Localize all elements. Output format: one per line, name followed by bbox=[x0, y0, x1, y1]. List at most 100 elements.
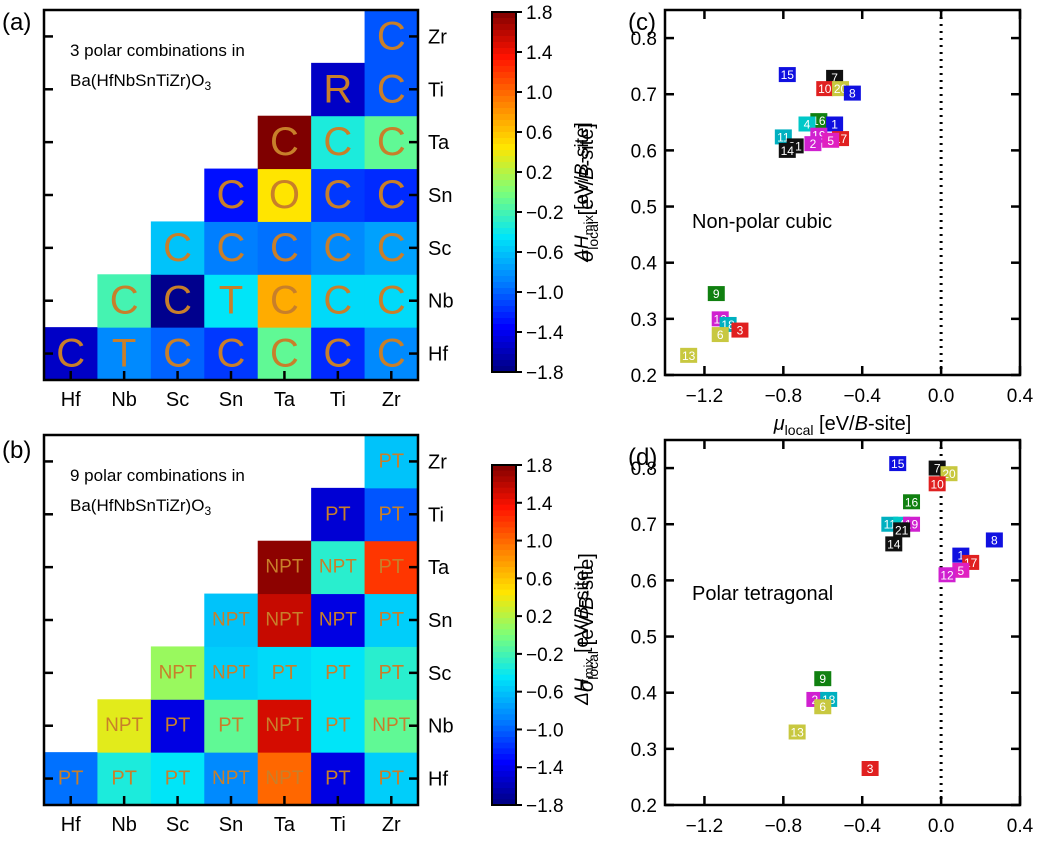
point-label: 7 bbox=[934, 462, 941, 476]
cell-label: C bbox=[377, 173, 406, 217]
colorbar-segment bbox=[492, 354, 516, 361]
point-label: 1 bbox=[957, 549, 964, 563]
colorbar-segment bbox=[492, 60, 516, 67]
colorbar-segment bbox=[492, 204, 516, 211]
scatter-point bbox=[788, 724, 806, 740]
colorbar-segment bbox=[492, 180, 516, 187]
colorbar-segment bbox=[492, 324, 516, 331]
colorbar-segment bbox=[492, 788, 516, 795]
colorbar-tick-label: 0.2 bbox=[526, 163, 552, 184]
colorbar-segment bbox=[492, 318, 516, 325]
colorbar-segment bbox=[492, 635, 516, 642]
y-tick-label: Hf bbox=[428, 769, 448, 791]
colorbar-segment bbox=[492, 72, 516, 79]
colorbar-segment bbox=[492, 584, 516, 591]
colorbar-segment bbox=[492, 697, 516, 704]
cell-label: NPT bbox=[212, 662, 250, 683]
heatmap-cell bbox=[311, 487, 366, 542]
heatmap-cell bbox=[257, 115, 312, 170]
plot-frame bbox=[663, 438, 1022, 807]
colorbar-segment bbox=[492, 186, 516, 193]
cell-label: C bbox=[217, 173, 246, 217]
colorbar-segment bbox=[492, 294, 516, 301]
scatter-point bbox=[893, 522, 911, 538]
x-tick-label: −0.8 bbox=[765, 386, 803, 407]
colorbar-segment bbox=[492, 126, 516, 133]
heatmap-cell bbox=[311, 221, 366, 275]
point-label: 21 bbox=[895, 523, 909, 537]
cell-label: PT bbox=[325, 503, 351, 525]
colorbar-segment bbox=[492, 516, 516, 523]
colorbar-tick-label: 1.8 bbox=[526, 3, 552, 24]
cell-label: NPT bbox=[212, 610, 250, 631]
colorbar-segment bbox=[492, 759, 516, 766]
cell-label: R bbox=[323, 67, 352, 111]
colorbar-segment bbox=[492, 276, 516, 283]
colorbar-segment bbox=[492, 42, 516, 49]
colorbar-segment bbox=[492, 629, 516, 636]
colorbar-segment bbox=[492, 652, 516, 659]
cell-label: PT bbox=[379, 768, 405, 790]
colorbar-segment bbox=[492, 252, 516, 259]
heatmap-cell bbox=[311, 62, 366, 117]
scatter-point bbox=[680, 347, 698, 363]
cell-label: NPT bbox=[265, 768, 303, 789]
annotation-line-1: 3 polar combinations in bbox=[70, 41, 245, 60]
point-label: 14 bbox=[887, 537, 901, 551]
panel-label: (c) bbox=[628, 9, 656, 36]
x-tick-label: −0.8 bbox=[765, 816, 803, 837]
point-label: 9 bbox=[713, 287, 720, 301]
y-tick-label: Hf bbox=[428, 344, 448, 366]
cell-label: PT bbox=[379, 450, 405, 472]
y-tick-label: 0.3 bbox=[631, 310, 657, 331]
heatmap-cell bbox=[204, 168, 259, 222]
cell-label: NPT bbox=[265, 557, 303, 578]
point-label: 5 bbox=[957, 564, 964, 578]
heatmap-cell bbox=[97, 699, 152, 753]
colorbar-segment bbox=[492, 210, 516, 217]
colorbar-segment bbox=[492, 578, 516, 585]
colorbar-tick-label: 1.0 bbox=[526, 83, 552, 104]
x-tick-label: −1.2 bbox=[686, 386, 724, 407]
colorbar-tick-label: −1.4 bbox=[526, 323, 564, 344]
cell-label: PT bbox=[379, 609, 405, 631]
scatter-point bbox=[814, 671, 832, 687]
colorbar-segment bbox=[492, 572, 516, 579]
cell-label: C bbox=[377, 279, 406, 323]
colorbar-tick-label: −1.4 bbox=[526, 758, 564, 779]
heatmap-cell bbox=[311, 593, 366, 647]
colorbar-segment bbox=[492, 84, 516, 91]
y-tick-label: 0.7 bbox=[631, 85, 657, 106]
x-tick-label: Ta bbox=[274, 814, 296, 836]
cell-label: PT bbox=[379, 556, 405, 578]
annotation: Polar tetragonal bbox=[692, 583, 833, 605]
annotation: Non-polar cubic bbox=[692, 211, 832, 233]
y-tick-label: 0.8 bbox=[631, 459, 657, 480]
point-label: 13 bbox=[790, 726, 804, 740]
cell-label: PT bbox=[218, 715, 244, 737]
heatmap-panel-1: PT PT PT NPT NPT PT PT NPT PT PT NPT PT NPT NPT NPT PT P… bbox=[2, 433, 596, 836]
point-label: 20 bbox=[942, 467, 956, 481]
scatter-point bbox=[826, 116, 844, 132]
heatmap-cell bbox=[257, 540, 312, 595]
colorbar-segment bbox=[492, 482, 516, 489]
cell-label: C bbox=[217, 332, 246, 376]
colorbar-segment bbox=[492, 330, 516, 337]
colorbar-segment bbox=[492, 782, 516, 789]
cell-label: C bbox=[377, 14, 406, 58]
colorbar-segment bbox=[492, 144, 516, 151]
y-tick-label: Ti bbox=[428, 79, 444, 101]
colorbar-tick-label: 1.4 bbox=[526, 494, 553, 515]
colorbar-segment bbox=[492, 493, 516, 500]
scatter-point bbox=[814, 699, 832, 715]
heatmap-cell bbox=[257, 593, 312, 647]
colorbar-segment bbox=[492, 30, 516, 37]
colorbar-segment bbox=[492, 521, 516, 528]
colorbar-segment bbox=[492, 342, 516, 349]
colorbar-tick-label: 1.8 bbox=[526, 456, 552, 477]
heatmap-cell bbox=[150, 274, 205, 328]
scatter-point bbox=[731, 322, 749, 338]
cell-label: C bbox=[323, 279, 352, 323]
cell-label: T bbox=[219, 279, 243, 323]
